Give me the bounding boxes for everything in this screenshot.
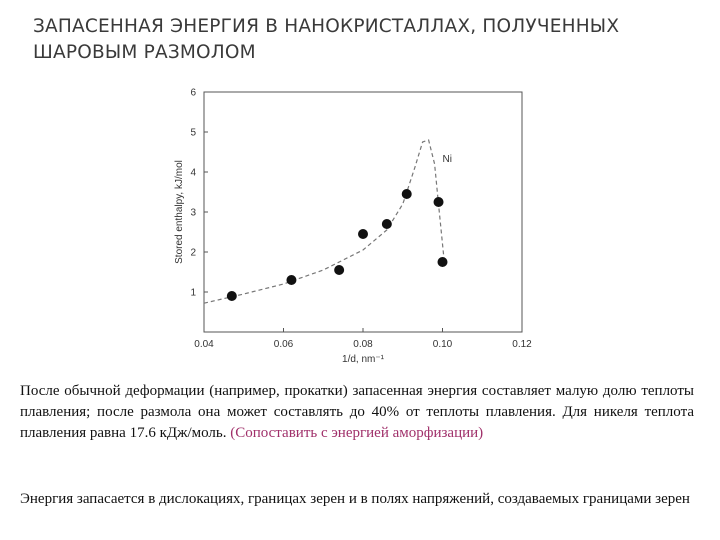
annotation-ni: Ni xyxy=(443,154,452,165)
paragraph-energy-storage: Энергия запасается в дислокациях, границ… xyxy=(20,491,690,507)
y-tick-label: 4 xyxy=(190,168,196,179)
x-tick-label: 0.12 xyxy=(512,339,532,350)
y-tick-label: 6 xyxy=(190,88,196,99)
chart-svg: 1 2 3 4 5 6 0.04 0.06 0.08 0.10 0.12 Ni 1/d, nm⁻¹… xyxy=(174,88,532,366)
y-ticks: 1 2 3 4 5 6 xyxy=(190,88,208,299)
data-point xyxy=(358,229,368,239)
slide-title: ЗАПАСЕННАЯ ЭНЕРГИЯ В НАНОКРИСТАЛЛАХ, ПОЛ… xyxy=(33,16,620,63)
data-point xyxy=(334,265,345,275)
fit-curve xyxy=(203,139,446,304)
x-tick-label: 0.08 xyxy=(353,339,373,350)
y-tick-label: 5 xyxy=(190,128,196,139)
y-tick-label: 2 xyxy=(190,248,196,259)
x-tick-label: 0.06 xyxy=(274,339,294,350)
data-point xyxy=(433,197,444,207)
stored-enthalpy-chart: 1 2 3 4 5 6 0.04 0.06 0.08 0.10 0.12 Ni 1/d, nm⁻¹… xyxy=(160,82,550,372)
data-point xyxy=(437,257,448,267)
x-tick-label: 0.10 xyxy=(433,339,453,350)
y-tick-label: 1 xyxy=(190,288,196,299)
y-tick-label: 3 xyxy=(190,208,196,219)
x-tick-label: 0.04 xyxy=(194,339,214,350)
plot-frame xyxy=(203,91,523,333)
data-point xyxy=(381,219,392,229)
data-point xyxy=(226,291,237,301)
paragraph-deformation: После обычной деформации (например, прок… xyxy=(20,381,694,444)
data-point xyxy=(401,189,412,199)
data-points xyxy=(226,189,448,301)
y-axis-label: Stored enthalpy, kJ/mol xyxy=(174,160,185,264)
x-ticks: 0.04 0.06 0.08 0.10 0.12 xyxy=(194,328,532,350)
x-axis-label: 1/d, nm⁻¹ xyxy=(342,354,385,365)
data-point xyxy=(286,275,297,285)
paragraph-main-text: После обычной деформации (например, прок… xyxy=(20,383,694,441)
compare-link[interactable]: (Сопоставить с энергией аморфизации) xyxy=(230,425,484,441)
